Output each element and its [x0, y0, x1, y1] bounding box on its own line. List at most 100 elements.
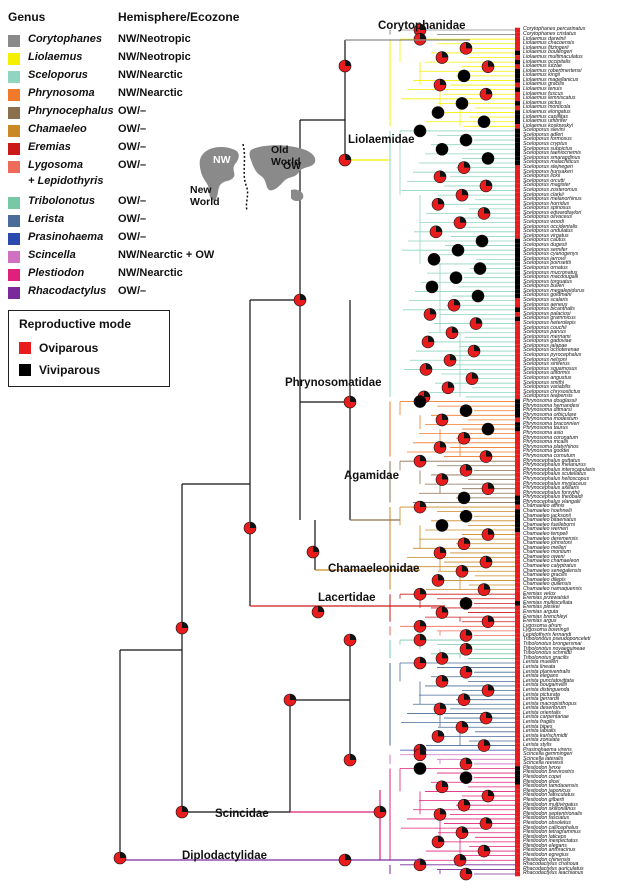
tip-state-marker: [515, 78, 520, 83]
genus-legend-item: Phrynosoma NW/Nearctic: [8, 86, 308, 102]
ancestral-state-node: [431, 106, 445, 119]
tip-state-marker: [515, 64, 520, 69]
tip-state-marker: [515, 798, 520, 803]
ancestral-state-wedge: [430, 308, 436, 315]
species-label: Liolaemus darwinii: [523, 35, 566, 42]
species-label: Plestiodon egregius: [523, 852, 569, 859]
species-label: Phrynosoma mcallii: [523, 439, 568, 446]
genus-color-swatch: [8, 125, 20, 137]
ancestral-state-node: [481, 152, 495, 165]
tip-state-marker: [515, 500, 520, 505]
genus-name: Eremias: [28, 141, 71, 153]
tip-state-marker: [515, 656, 520, 661]
species-label: Corytophanes cristatus: [523, 30, 577, 37]
ancestral-state-wedge: [466, 464, 472, 471]
species-label: Lerista elegans: [523, 673, 559, 680]
genus-ecozone: NW/Nearctic: [118, 69, 183, 81]
species-label: Sceloporus melanorhinus: [523, 196, 582, 203]
tip-state-marker: [515, 591, 520, 597]
ancestral-state-wedge: [452, 326, 458, 333]
ancestral-state-wedge: [448, 381, 454, 388]
tip-state-marker: [515, 821, 520, 826]
genus-color-swatch: [8, 89, 20, 101]
ancestral-state-wedge: [486, 88, 492, 95]
tip-state-marker: [515, 642, 520, 647]
species-label: Chamaeleo hoehnelii: [523, 508, 572, 515]
ancestral-state-node: [475, 234, 489, 248]
species-label: Sceloporus lickii: [523, 173, 561, 180]
tip-state-marker: [515, 229, 520, 235]
species-label: Plestiodon copei: [523, 774, 562, 781]
genus-name: Liolaemus: [28, 51, 83, 63]
species-label: Sceloporus parvus: [523, 329, 566, 336]
tip-state-marker: [515, 59, 520, 65]
species-label: Sceloporus subpictus: [523, 145, 573, 152]
tip-state-marker: [515, 417, 520, 423]
ancestral-state-wedge: [442, 675, 448, 682]
species-label: Lerista bougainvillii: [523, 682, 567, 689]
species-label: Liolaemus tenuis: [523, 86, 562, 93]
species-label: Lerista picturata: [523, 691, 560, 698]
ancestral-state-node: [459, 771, 473, 784]
ancestral-state-wedge: [440, 546, 446, 553]
species-label: Chamaeleo montium: [523, 549, 571, 556]
ancestral-state-wedge: [350, 634, 356, 640]
species-label: Sceloporus cyanogenys: [523, 251, 579, 258]
ancestral-state-node: [473, 262, 487, 275]
species-label: Sceloporus scalaris: [523, 297, 568, 304]
tip-state-marker: [515, 142, 520, 147]
tip-state-marker: [515, 426, 520, 432]
genus-ecozone: NW/Nearctic + OW: [118, 249, 215, 261]
ancestral-state-wedge: [420, 24, 426, 30]
species-label: Sceloporus macdougalli: [523, 274, 579, 281]
ancestral-state-wedge: [486, 712, 492, 719]
tip-state-marker: [515, 463, 520, 469]
species-label: Tribolonotus schmidti: [523, 650, 572, 657]
tip-state-marker: [515, 146, 520, 152]
genus-color-swatch: [8, 107, 20, 119]
tip-state-marker: [515, 50, 520, 56]
species-label: Lygosoma afrum: [523, 622, 562, 629]
species-label: Sceloporus merriami: [523, 333, 571, 340]
species-label: Liolaemus capillitas: [523, 113, 568, 120]
tip-state-marker: [515, 523, 520, 528]
tip-state-marker: [515, 793, 520, 799]
ancestral-state-wedge: [472, 372, 478, 379]
tip-state-marker: [515, 830, 520, 836]
tip-state-marker: [515, 674, 520, 680]
ancestral-state-wedge: [313, 546, 319, 552]
tip-state-marker: [515, 105, 520, 111]
species-label: Phrynosoma goodei: [523, 448, 570, 455]
species-label: Chamaeleo tempeli: [523, 530, 568, 537]
tip-state-marker: [515, 202, 520, 207]
tip-state-marker: [515, 761, 520, 767]
tip-state-marker: [515, 298, 520, 303]
tip-state-marker: [515, 582, 520, 588]
tip-state-marker: [515, 752, 520, 758]
tip-state-marker: [515, 348, 520, 354]
tip-state-marker: [515, 596, 520, 602]
ancestral-state-wedge: [466, 42, 472, 49]
ancestral-state-node: [435, 142, 449, 156]
species-label: Lepidothyris fernandi: [523, 631, 572, 638]
species-label: Plestiodon tamdaoensis: [523, 783, 579, 790]
species-label: Sceloporus ornatus: [523, 264, 568, 271]
tip-state-marker: [515, 445, 520, 450]
species-label: Sceloporus formosus: [523, 136, 572, 143]
tip-state-marker: [515, 380, 520, 386]
species-label: Phrynosoma asio: [523, 430, 564, 437]
species-label: Chamaeleo bitaeniatus: [523, 517, 577, 524]
ecozone-legend-header: Hemisphere/Ecozone: [118, 10, 240, 24]
tip-state-marker: [515, 458, 520, 464]
species-label: Liolaemus elongatus: [523, 108, 571, 115]
genus-legend-item: Lerista OW/–: [8, 212, 308, 228]
tip-state-marker: [515, 784, 520, 790]
species-label: Lerista macropisthopus: [523, 700, 577, 707]
species-label: Sceloporus spinosus: [523, 205, 571, 212]
tip-state-marker: [515, 307, 520, 313]
species-label: Plestiodon septentrionalis: [523, 810, 583, 817]
ancestral-state-wedge: [486, 450, 492, 457]
species-label: Eremias arguta: [523, 608, 559, 615]
map-old-world-label: Old World: [271, 144, 301, 168]
tip-state-marker: [515, 165, 520, 170]
